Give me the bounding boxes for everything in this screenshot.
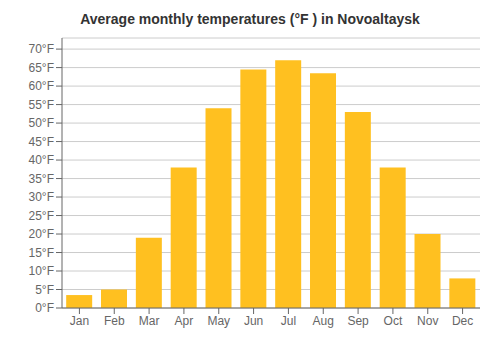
svg-text:Apr: Apr — [175, 314, 194, 328]
svg-text:55°F: 55°F — [29, 98, 54, 112]
svg-text:10°F: 10°F — [29, 264, 54, 278]
svg-text:Jun: Jun — [244, 314, 263, 328]
svg-text:25°F: 25°F — [29, 209, 54, 223]
svg-text:0°F: 0°F — [35, 301, 54, 315]
svg-text:65°F: 65°F — [29, 61, 54, 75]
svg-text:Feb: Feb — [104, 314, 125, 328]
svg-text:Nov: Nov — [417, 314, 438, 328]
svg-text:Mar: Mar — [139, 314, 160, 328]
svg-text:15°F: 15°F — [29, 246, 54, 260]
svg-text:Oct: Oct — [384, 314, 403, 328]
svg-text:Aug: Aug — [313, 314, 334, 328]
svg-text:5°F: 5°F — [35, 283, 54, 297]
svg-text:Jan: Jan — [70, 314, 89, 328]
svg-text:Jul: Jul — [281, 314, 296, 328]
svg-text:Sep: Sep — [347, 314, 369, 328]
svg-text:70°F: 70°F — [29, 42, 54, 56]
svg-text:45°F: 45°F — [29, 135, 54, 149]
svg-text:30°F: 30°F — [29, 190, 54, 204]
svg-text:Dec: Dec — [452, 314, 473, 328]
svg-text:50°F: 50°F — [29, 116, 54, 130]
svg-text:May: May — [207, 314, 230, 328]
svg-text:60°F: 60°F — [29, 79, 54, 93]
svg-text:35°F: 35°F — [29, 172, 54, 186]
html-text:Average monthly temperatures (: Average monthly temperatures (°F ) in No… — [80, 11, 420, 27]
svg-text:40°F: 40°F — [29, 153, 54, 167]
svg-text:20°F: 20°F — [29, 227, 54, 241]
